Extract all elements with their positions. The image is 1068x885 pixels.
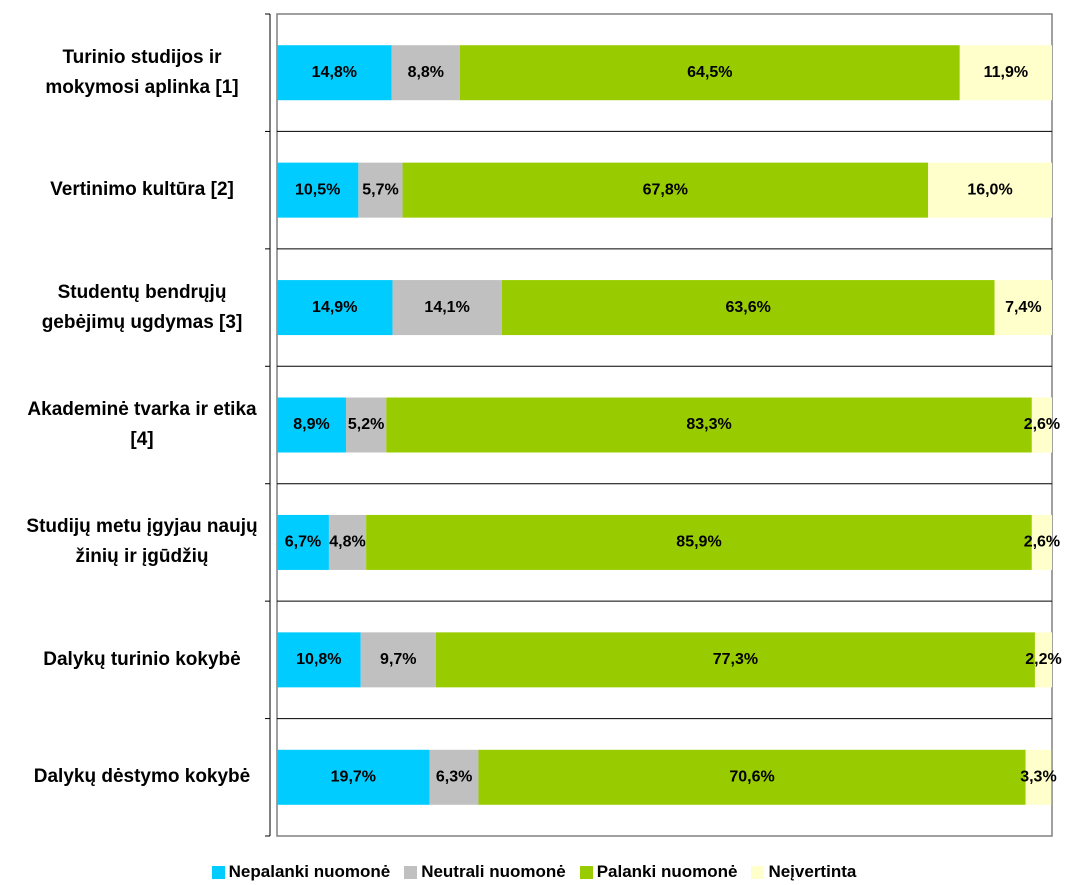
- category-label: Studentų bendrųjų gebėjimų ugdymas [3]: [41, 281, 243, 333]
- data-label: 9,7%: [380, 651, 416, 668]
- legend-label: Neįvertinta: [768, 862, 857, 881]
- bar-segment: [345, 397, 387, 453]
- data-label: 2,6%: [1024, 534, 1060, 551]
- bar-segment: [1031, 397, 1052, 453]
- bar-segment: [358, 162, 403, 218]
- bar-segment: [1034, 632, 1052, 688]
- legend-item: Neutrali nuomonė: [404, 862, 566, 882]
- legend-swatch: [751, 865, 765, 879]
- bar-segment: [328, 514, 367, 570]
- bar-segment: [277, 280, 393, 336]
- data-label: 8,9%: [293, 416, 329, 433]
- data-label: 10,8%: [296, 651, 341, 668]
- data-label: 16,0%: [967, 181, 1012, 198]
- data-label: 2,6%: [1024, 416, 1060, 433]
- legend-swatch: [404, 865, 418, 879]
- category-label: Turinio studijos ir mokymosi aplinka [1]: [45, 46, 239, 98]
- bar-segment: [459, 45, 960, 101]
- legend-item: Neįvertinta: [751, 862, 856, 882]
- legend-item: Nepalanki nuomonė: [211, 862, 391, 882]
- bar-segment: [386, 397, 1032, 453]
- bar-segment: [928, 162, 1052, 218]
- legend-label: Palanki nuomonė: [596, 862, 738, 881]
- data-label: 64,5%: [687, 64, 732, 81]
- data-label: 14,9%: [312, 299, 357, 316]
- bar-segment: [501, 280, 995, 336]
- bar-segment: [429, 749, 479, 805]
- bar-segment: [277, 632, 361, 688]
- data-label: 5,7%: [362, 181, 398, 198]
- bar-segment: [478, 749, 1026, 805]
- category-label: Akademinė tvarka ir etika [4]: [27, 399, 257, 450]
- data-label: 85,9%: [676, 534, 721, 551]
- data-label: 19,7%: [331, 769, 376, 786]
- legend-label: Neutrali nuomonė: [421, 862, 566, 881]
- legend-label: Nepalanki nuomonė: [228, 862, 391, 881]
- data-label: 5,2%: [348, 416, 384, 433]
- bar-segment: [994, 280, 1052, 336]
- data-label: 10,5%: [295, 181, 340, 198]
- data-label: 3,3%: [1020, 769, 1056, 786]
- data-label: 2,2%: [1025, 651, 1061, 668]
- data-label: 6,7%: [285, 534, 321, 551]
- category-label: Dalykų turinio kokybė: [43, 648, 241, 670]
- legend-swatch: [211, 865, 225, 879]
- data-label: 8,8%: [408, 64, 444, 81]
- data-label: 83,3%: [686, 416, 731, 433]
- data-label: 70,6%: [729, 769, 774, 786]
- data-label: 67,8%: [643, 181, 688, 198]
- category-label: Vertinimo kultūra [2]: [50, 179, 234, 201]
- bar-segment: [1031, 514, 1052, 570]
- data-label: 14,1%: [424, 299, 469, 316]
- legend-swatch: [579, 865, 593, 879]
- bar-segment: [402, 162, 928, 218]
- bar-segment: [435, 632, 1035, 688]
- bar-segment: [360, 632, 436, 688]
- bar-segment: [1025, 749, 1052, 805]
- category-label: Studijų metu įgyjau naujų žinių ir įgūdž…: [26, 516, 258, 568]
- legend: Nepalanki nuomonė Neutrali nuomonė Palanki…: [0, 862, 1068, 882]
- bar-segment: [277, 749, 430, 805]
- data-label: 77,3%: [713, 651, 758, 668]
- bar-segment: [392, 280, 502, 336]
- bar-segment: [277, 45, 392, 101]
- bar-segment: [391, 45, 460, 101]
- bar-segment: [277, 397, 346, 453]
- bar-segment: [277, 514, 329, 570]
- bar-segment: [366, 514, 1032, 570]
- data-label: 63,6%: [726, 299, 771, 316]
- data-label: 4,8%: [329, 534, 365, 551]
- data-label: 7,4%: [1005, 299, 1041, 316]
- bar-segment: [277, 162, 359, 218]
- bar-segment: [959, 45, 1052, 101]
- data-label: 11,9%: [984, 64, 1028, 81]
- category-label: Dalykų dėstymo kokybė: [33, 766, 251, 788]
- legend-item: Palanki nuomonė: [579, 862, 738, 882]
- data-label: 6,3%: [436, 769, 472, 786]
- data-label: 14,8%: [312, 64, 357, 81]
